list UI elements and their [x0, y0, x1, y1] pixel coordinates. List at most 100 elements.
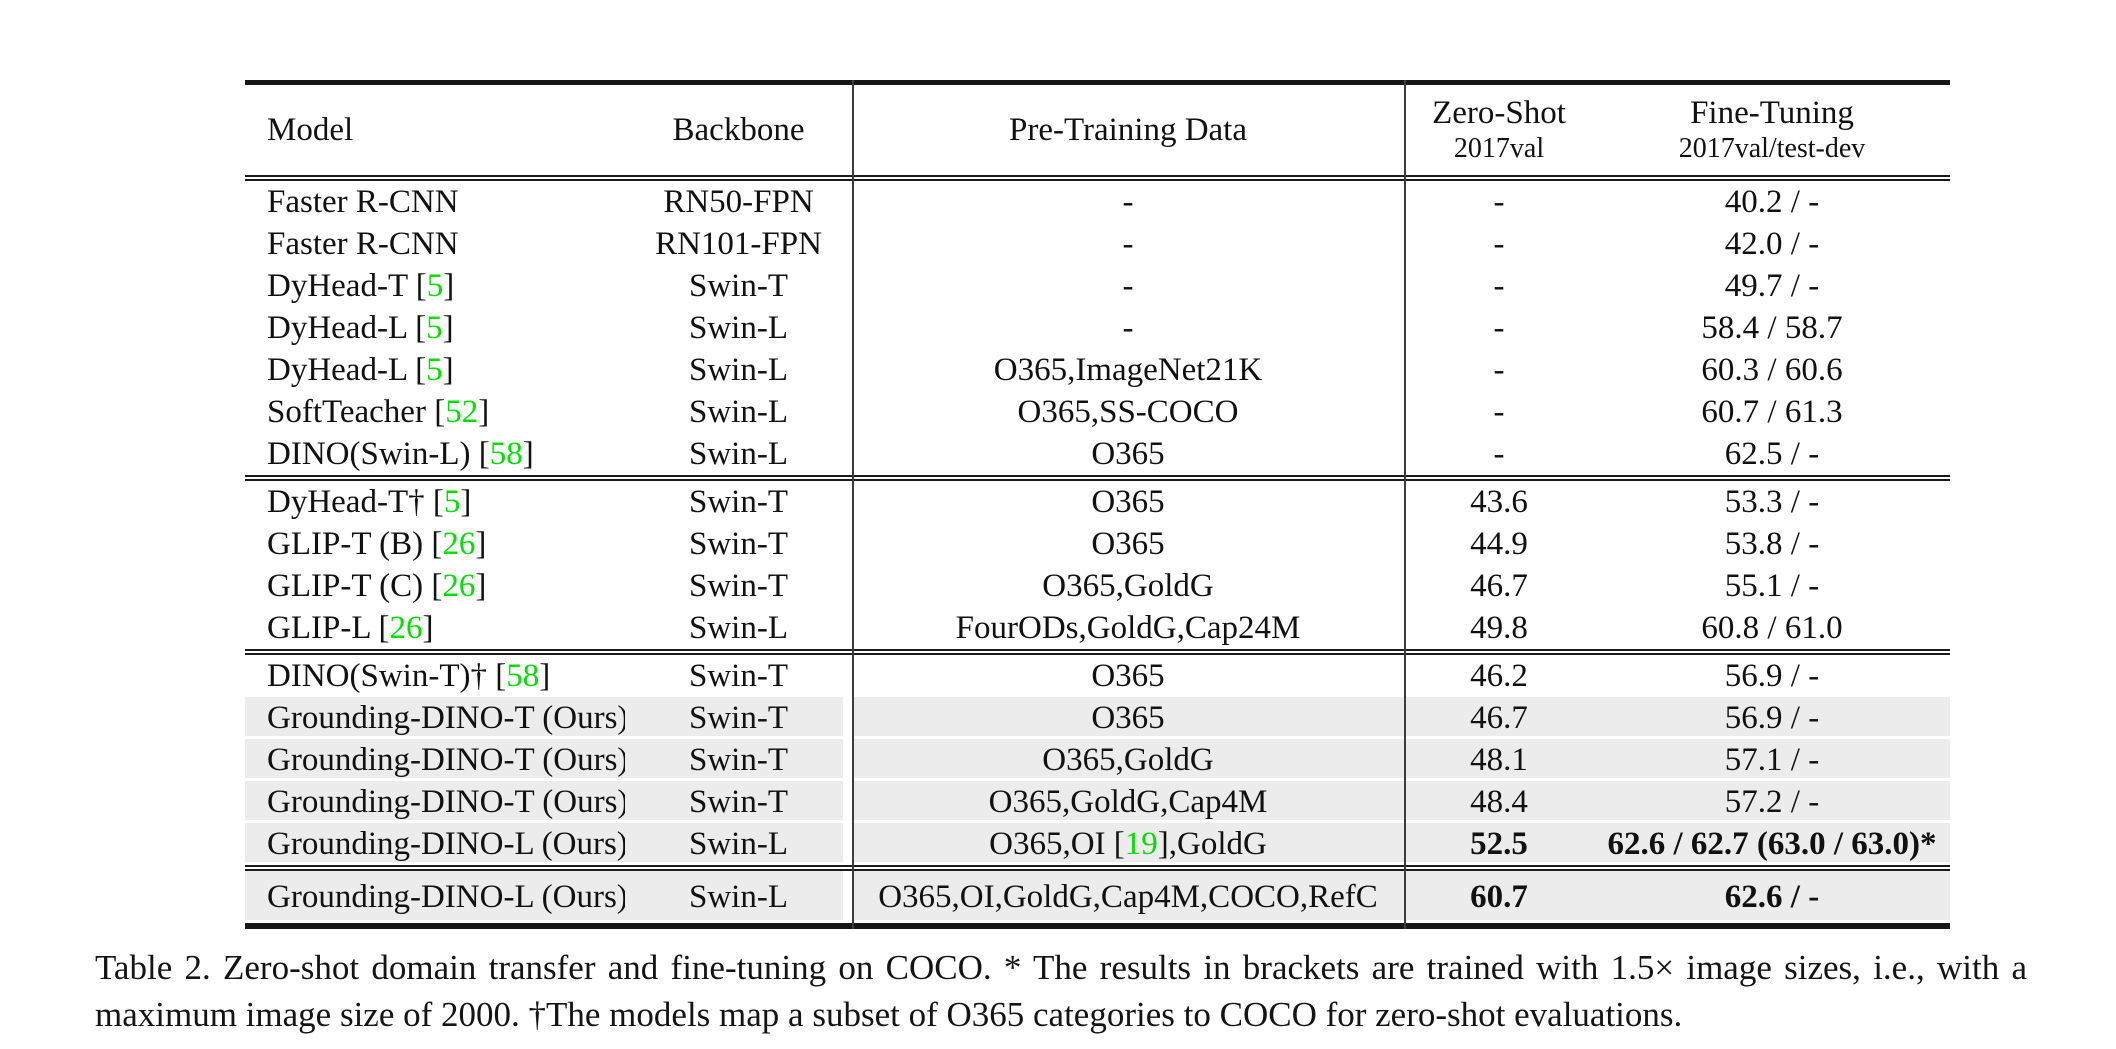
- backbone-cell: Swin-T: [689, 267, 788, 304]
- pretraining-data-cell: O365,OI,GoldG,Cap4M,COCO,RefC: [852, 871, 1404, 923]
- fine-tuning-value-cell: 42.0 / -: [1724, 225, 1820, 262]
- table-body: Faster R-CNN RN50-FPN - -40.2 / - Faster R-C…: [245, 175, 1950, 929]
- model-cell: DINO(Swin-T)† [58]: [267, 657, 551, 694]
- group-separator-rule: [245, 865, 1950, 871]
- citation-number: 5: [426, 351, 443, 388]
- citation-number: 19: [1124, 825, 1158, 862]
- zero-shot-subtitle: 2017val: [1453, 132, 1545, 164]
- column-header-fine-tuning: Fine-Tuning 2017val/test-dev: [1594, 95, 1950, 165]
- zero-shot-value-cell: 46.7: [1470, 567, 1528, 604]
- table-row: Grounding-DINO-T (Ours) Swin-T O365,GoldG 4…: [245, 739, 1950, 781]
- model-cell: Faster R-CNN: [267, 183, 459, 220]
- table-caption: Table 2. Zero-shot domain transfer and f…: [95, 948, 2027, 1034]
- pretraining-data-cell: O365,GoldG,Cap4M: [852, 781, 1404, 823]
- pretraining-data-cell: O365: [1091, 483, 1165, 520]
- zero-shot-value-cell: 46.2: [1470, 657, 1528, 694]
- zero-shot-value-cell: -: [1493, 351, 1505, 388]
- column-header-zero-shot: Zero-Shot 2017val: [1404, 95, 1594, 165]
- model-cell: DyHead-T† [5]: [267, 483, 472, 520]
- backbone-cell: Swin-L: [689, 351, 788, 388]
- backbone-cell: Swin-T: [689, 525, 788, 562]
- model-cell: GLIP-T (C) [26]: [267, 567, 487, 604]
- table-row: DyHead-L [5] Swin-L O365,ImageNet21K - 60.3 …: [245, 349, 1950, 391]
- fine-tuning-value-cell: 57.2 / -: [1594, 781, 1950, 823]
- pretraining-data-cell: O365: [852, 697, 1404, 739]
- citation-number: 26: [389, 609, 423, 646]
- pretraining-data-cell: O365,GoldG: [1042, 567, 1214, 604]
- pretraining-data-cell: FourODs,GoldG,Cap24M: [955, 609, 1301, 646]
- zero-shot-value-cell: -: [1493, 267, 1505, 304]
- table-row: Faster R-CNN RN50-FPN - - 40.2 / -: [245, 181, 1950, 223]
- backbone-cell: Swin-L: [689, 609, 788, 646]
- zero-shot-value-cell: 48.1: [1404, 739, 1594, 781]
- pretraining-data-cell: -: [1122, 183, 1134, 220]
- backbone-cell: Swin-T: [625, 781, 852, 823]
- table-row: Grounding-DINO-L (Ours) Swin-L O365,OI,Gol…: [245, 871, 1950, 923]
- model-cell: SoftTeacher [52]: [267, 393, 490, 430]
- column-header-pretraining-data: Pre-Training Data: [1009, 111, 1247, 148]
- fine-tuning-value-cell: 55.1 / -: [1724, 567, 1820, 604]
- table-row: Grounding-DINO-T (Ours) Swin-T O365 46.7 56.…: [245, 697, 1950, 739]
- fine-tuning-value-cell: 62.5 / -: [1724, 435, 1820, 472]
- zero-shot-value-cell: 48.4: [1404, 781, 1594, 823]
- pretraining-data-cell: O365,SS-COCO: [1017, 393, 1239, 430]
- citation-number: 5: [443, 483, 461, 520]
- pretraining-data-cell: O365: [1091, 657, 1165, 694]
- table-row: GLIP-L [26] Swin-L FourODs,GoldG,Cap24M 49.…: [245, 607, 1950, 649]
- backbone-cell: Swin-L: [689, 435, 788, 472]
- backbone-cell: RN101-FPN: [655, 225, 822, 262]
- column-header-model: Model: [267, 111, 354, 148]
- zero-shot-value-cell: 52.5: [1404, 823, 1594, 865]
- zero-shot-value-cell: -: [1493, 309, 1505, 346]
- pretraining-data-cell: O365,ImageNet21K: [993, 351, 1263, 388]
- table-row: DyHead-T† [5] Swin-T O365 43.6 53.3 / -: [245, 481, 1950, 523]
- backbone-cell: Swin-T: [625, 739, 852, 781]
- group-separator-rule: [245, 649, 1950, 655]
- fine-tuning-value-cell: 53.3 / -: [1724, 483, 1820, 520]
- backbone-cell: Swin-T: [689, 483, 788, 520]
- table-row: Faster R-CNN RN101-FPN - - 42.0 / -: [245, 223, 1950, 265]
- zero-shot-value-cell: 43.6: [1470, 483, 1528, 520]
- table-row: Grounding-DINO-L (Ours) Swin-L O365,OI [19…: [245, 823, 1950, 865]
- table-bottom-rule: [245, 923, 1950, 929]
- backbone-cell: Swin-L: [689, 393, 788, 430]
- backbone-cell: Swin-L: [689, 309, 788, 346]
- backbone-cell: Swin-T: [689, 657, 788, 694]
- group-separator-rule: [245, 475, 1950, 481]
- model-cell: Grounding-DINO-T (Ours): [245, 781, 628, 823]
- fine-tuning-value-cell: 56.9 / -: [1594, 697, 1950, 739]
- fine-tuning-value-cell: 58.4 / 58.7: [1701, 309, 1843, 346]
- table-row: GLIP-T (C) [26] Swin-T O365,GoldG 46.7 55.1 …: [245, 565, 1950, 607]
- fine-tuning-value-cell: 62.6 / -: [1594, 871, 1950, 923]
- fine-tuning-value-cell: 53.8 / -: [1724, 525, 1820, 562]
- zero-shot-value-cell: 44.9: [1470, 525, 1528, 562]
- model-cell: DINO(Swin-L) [58]: [267, 435, 534, 472]
- results-table: Model Backbone Pre-Training Data Zero-Sh…: [245, 80, 1950, 929]
- fine-tuning-value-cell: 40.2 / -: [1724, 183, 1820, 220]
- zero-shot-value-cell: 46.7: [1404, 697, 1594, 739]
- pretraining-data-cell: O365,OI [19],GoldG: [852, 823, 1404, 865]
- table-row: DyHead-T [5] Swin-T - - 49.7 / -: [245, 265, 1950, 307]
- citation-number: 58: [489, 435, 523, 472]
- backbone-cell: Swin-L: [625, 871, 852, 923]
- pretraining-data-cell: O365: [1091, 525, 1165, 562]
- zero-shot-title: Zero-Shot: [1432, 94, 1566, 131]
- citation-number: 52: [445, 393, 479, 430]
- zero-shot-value-cell: -: [1493, 393, 1505, 430]
- table-row: GLIP-T (B) [26] Swin-T O365 44.9 53.8 / -: [245, 523, 1950, 565]
- vertical-rule-backbone-pretrain: [852, 80, 854, 929]
- fine-tuning-value-cell: 62.6 / 62.7 (63.0 / 63.0)*: [1594, 823, 1950, 865]
- citation-number: 26: [442, 525, 476, 562]
- fine-tuning-value-cell: 49.7 / -: [1724, 267, 1820, 304]
- table-row: DyHead-L [5] Swin-L - - 58.4 / 58.7: [245, 307, 1950, 349]
- table-row: DINO(Swin-L) [58] Swin-L O365 - 62.5 / -: [245, 433, 1950, 475]
- zero-shot-value-cell: 60.7: [1404, 871, 1594, 923]
- column-header-backbone: Backbone: [672, 111, 805, 148]
- model-cell: GLIP-T (B) [26]: [267, 525, 487, 562]
- model-cell: DyHead-L [5]: [267, 309, 454, 346]
- model-cell: DyHead-L [5]: [267, 351, 454, 388]
- model-cell: DyHead-T [5]: [267, 267, 455, 304]
- fine-tuning-value-cell: 60.7 / 61.3: [1701, 393, 1843, 430]
- citation-number: 5: [426, 309, 443, 346]
- fine-tuning-subtitle: 2017val/test-dev: [1678, 132, 1866, 164]
